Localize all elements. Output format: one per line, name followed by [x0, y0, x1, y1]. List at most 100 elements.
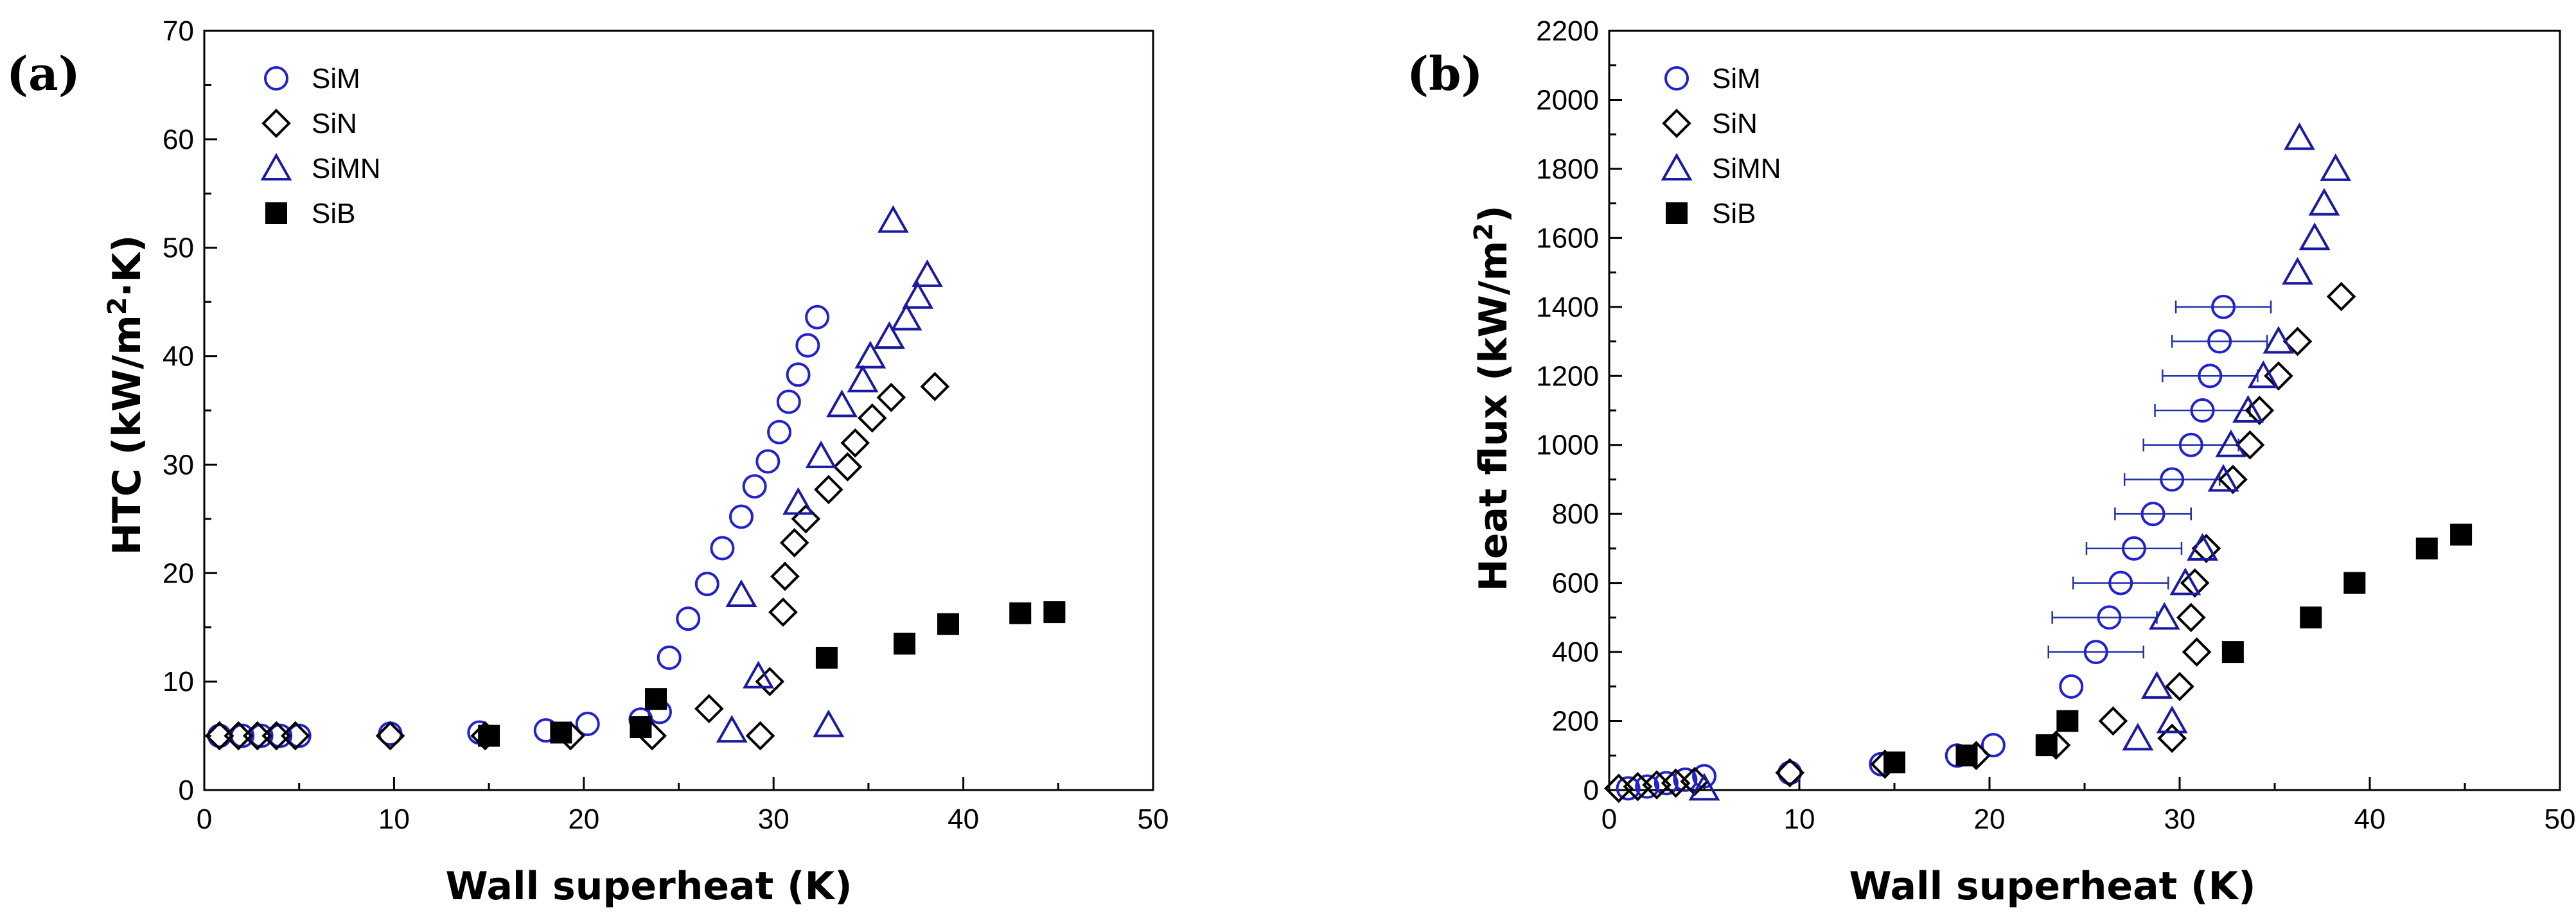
data-point-sim-b	[2190, 398, 2215, 423]
y-tick-label-a: 20	[163, 558, 194, 589]
y-tick-label-b: 1000	[1536, 430, 1599, 461]
legend-marker-sim-b	[1664, 66, 1689, 91]
data-point-sib-b	[1955, 744, 1978, 767]
legend-marker-sim-a	[264, 66, 288, 91]
data-point-simn-b	[2263, 326, 2295, 354]
y-tick-label-a: 50	[163, 233, 194, 264]
data-point-sin-b	[2180, 568, 2210, 598]
data-point-simn-a	[782, 487, 815, 515]
x-tick-label-a: 40	[948, 804, 979, 835]
data-point-simn-a	[805, 440, 837, 468]
data-point-sim-b	[1654, 771, 1679, 796]
data-point-simn-b	[2232, 394, 2264, 423]
data-point-sin-a	[840, 428, 870, 458]
x-tick-label-b: 0	[1601, 804, 1617, 835]
y-axis-title-b-sup: 2	[1469, 223, 1499, 241]
data-point-sin-a	[694, 694, 724, 724]
data-point-sim-a	[795, 333, 820, 358]
data-point-sib-a	[550, 721, 572, 744]
data-point-sin-b	[2218, 464, 2248, 495]
data-point-simn-b	[2187, 532, 2218, 561]
data-point-sin-b	[2165, 671, 2194, 701]
y-tick-label-a: 10	[163, 666, 194, 698]
axes-frame-a	[203, 30, 1154, 791]
y-tick-label-a: 70	[163, 15, 194, 47]
data-point-sib-a	[645, 688, 667, 710]
data-point-sim-b	[2097, 605, 2122, 630]
data-point-simn-a	[902, 281, 934, 309]
data-point-simn-b	[2169, 567, 2201, 595]
data-point-sim-b	[1673, 767, 1698, 792]
data-point-sin-a	[791, 504, 821, 534]
x-tick-label-b: 50	[2545, 804, 2576, 835]
data-point-sim-a	[767, 419, 792, 444]
data-point-sin-a	[755, 667, 785, 696]
data-point-simn-a	[813, 709, 845, 737]
data-point-sin-b	[2264, 361, 2293, 391]
y-tick-label-b: 800	[1552, 498, 1599, 530]
legend-marker-sin-a	[261, 109, 291, 138]
data-point-sib-b	[2221, 641, 2244, 664]
data-point-sim-b	[1616, 776, 1641, 801]
axes-frame-b	[1608, 30, 2561, 791]
data-point-sin-a	[814, 475, 843, 505]
data-point-simn-a	[912, 259, 943, 287]
data-point-sin-a	[857, 403, 887, 433]
data-point-sim-a	[657, 645, 682, 670]
y-tick-label-b: 2200	[1536, 15, 1599, 47]
data-point-sib-b	[2415, 537, 2438, 559]
data-point-simn-b	[2284, 122, 2315, 150]
legend-label-simn-b: SiMN	[1712, 153, 1781, 184]
data-point-simn-b	[2282, 257, 2313, 285]
y-axis-title-a-tail: ·K)	[105, 235, 150, 297]
panel-b: (b) 0 10 20 30 40 50 0 200 400 600 800 1000 1200 1400…	[1407, 15, 2575, 909]
data-point-sim-b	[2108, 570, 2133, 595]
legend-marker-sib-a	[265, 202, 287, 224]
data-point-sib-b	[2035, 734, 2058, 757]
data-point-sim-b	[2059, 674, 2084, 699]
data-point-simn-b	[2320, 153, 2352, 181]
data-point-sib-a	[894, 633, 916, 655]
data-point-sin-a	[204, 721, 234, 751]
data-point-simn-a	[716, 715, 748, 743]
x-tick-label-b: 10	[1784, 804, 1815, 835]
data-point-simn-b	[2247, 360, 2279, 389]
data-point-sib-a	[937, 613, 959, 635]
y-tick-label-b: 600	[1552, 568, 1599, 599]
data-point-simn-a	[877, 205, 909, 233]
legend-marker-simn-b	[1661, 152, 1693, 180]
y-tick-label-a: 60	[163, 124, 194, 155]
y-axis-title-b-main: Heat flux (kW/m	[1471, 241, 1516, 592]
data-point-sin-b	[2326, 281, 2356, 312]
data-point-simn-b	[2215, 429, 2247, 457]
panel-a-label: (a)	[6, 46, 80, 101]
panel-a: (a) 0 10 20 30 40 50 0 10 20 30 40 50 60 70 SiM SiN SiMN…	[6, 15, 1169, 909]
data-point-sim-b	[1778, 760, 1803, 786]
x-tick-label-b: 20	[1974, 804, 2006, 835]
data-point-sib-b	[2450, 523, 2473, 546]
data-point-sim-b	[2140, 502, 2166, 527]
data-point-sim-b	[2211, 294, 2236, 319]
legend-marker-sib-b	[1666, 202, 1688, 224]
data-point-sin-a	[745, 721, 775, 751]
plot-area-a: 0 10 20 30 40 50 0 10 20 30 40 50 60 70 SiM SiN SiMN SiB	[163, 15, 1169, 835]
data-point-simn-a	[873, 321, 905, 349]
data-point-sim-a	[676, 606, 701, 631]
data-point-sim-a	[805, 304, 830, 330]
data-point-simn-a	[890, 303, 922, 331]
data-point-sin-b	[2245, 396, 2275, 425]
legend-marker-sin-b	[1662, 109, 1691, 138]
data-point-sim-a	[728, 504, 754, 529]
y-tick-label-b: 1200	[1536, 360, 1599, 392]
data-point-sin-b	[2098, 706, 2128, 736]
legend-label-simn-a: SiMN	[312, 153, 381, 184]
data-point-sim-b	[2207, 329, 2232, 354]
data-point-sim-a	[575, 711, 600, 736]
data-point-simn-a	[743, 660, 775, 689]
y-tick-label-b: 1600	[1536, 222, 1599, 254]
data-point-sin-b	[2176, 602, 2206, 633]
x-tick-label-a: 50	[1138, 804, 1169, 835]
data-point-simn-b	[2122, 723, 2154, 751]
data-point-sib-a	[815, 646, 838, 669]
data-point-sim-a	[694, 572, 719, 597]
